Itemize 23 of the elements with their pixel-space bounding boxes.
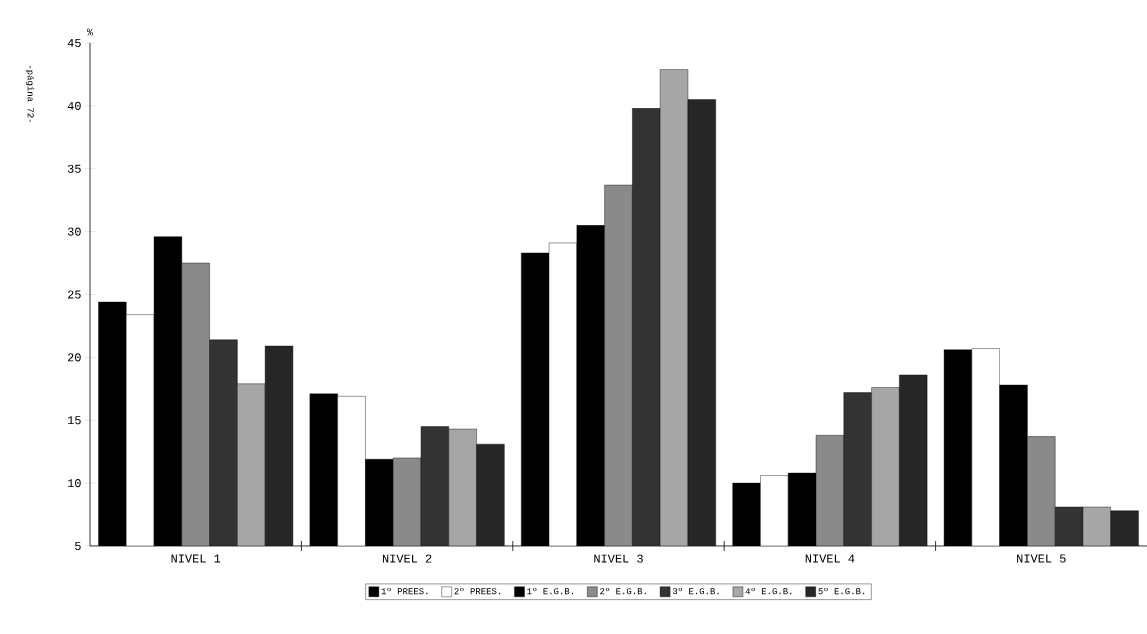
x-tick-label: NIVEL 1 (171, 554, 221, 563)
y-tick-label: 20 (67, 353, 81, 362)
legend-label: 1º E.G.B. (527, 587, 573, 595)
y-axis-title: % (87, 28, 94, 36)
y-tick-label: 10 (68, 479, 81, 488)
y-tick-label: 5 (75, 541, 81, 550)
y-tick-label: 30 (67, 227, 81, 236)
y-tick-label: 45 (67, 38, 81, 47)
x-tick-label: NIVEL 2 (382, 554, 432, 563)
legend-label: 2º E.G.B. (600, 587, 646, 595)
legend-label: 4º E.G.B. (745, 587, 792, 595)
y-tick-label: 40 (67, 101, 81, 110)
x-tick-label: NIVEL 4 (805, 554, 855, 563)
legend-label: 1º PREES. (381, 587, 428, 595)
text: -página 72- (25, 65, 35, 123)
legend-label: 2º PREES. (454, 587, 501, 595)
y-tick-label: 15 (68, 416, 81, 425)
legend-label: 3º E.G.B. (672, 587, 719, 595)
y-tick-label: 35 (67, 164, 81, 173)
x-tick-label: NIVEL 5 (1017, 554, 1066, 563)
x-tick-label: NIVEL 3 (594, 554, 643, 563)
y-tick-label: 25 (67, 290, 81, 299)
legend-label: 5º E.G.B. (818, 587, 865, 595)
